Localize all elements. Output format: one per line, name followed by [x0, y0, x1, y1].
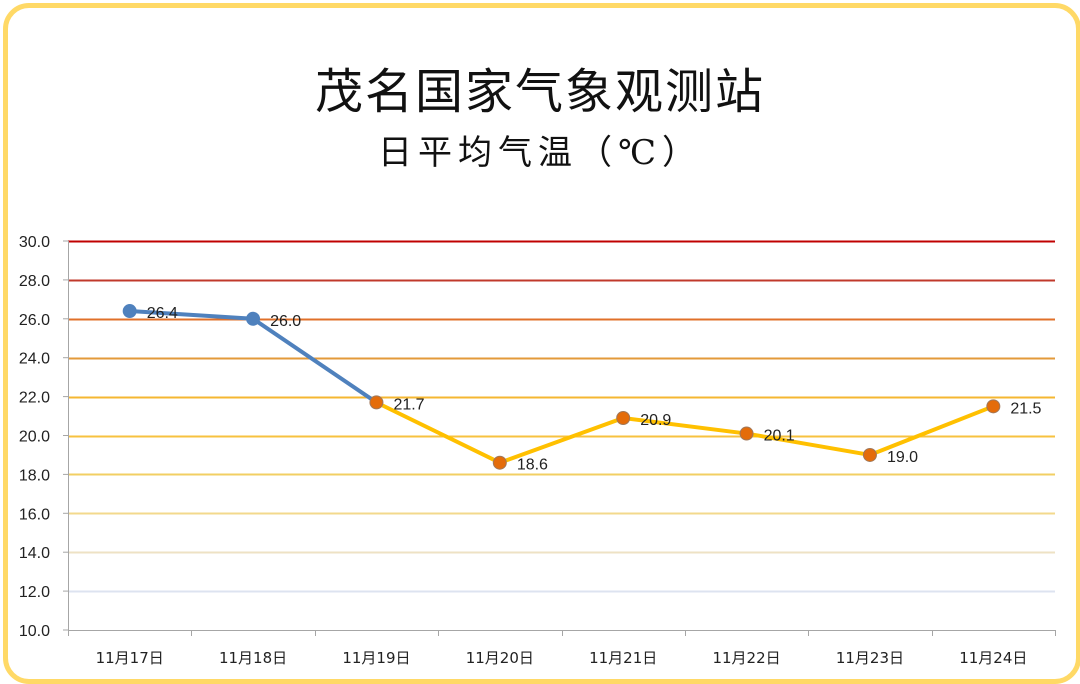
y-tick-label: 28.0	[19, 273, 50, 290]
chart-frame	[3, 3, 1080, 684]
x-tick-label: 11月20日	[466, 649, 534, 667]
data-label: 21.7	[393, 396, 424, 413]
data-label: 20.9	[640, 412, 671, 429]
y-tick-label: 18.0	[19, 467, 50, 484]
x-tick-label: 11月24日	[959, 649, 1027, 667]
data-point-marker	[862, 447, 877, 462]
x-tick-label: 11月19日	[342, 649, 410, 667]
data-label: 26.0	[270, 313, 301, 330]
data-label: 18.6	[517, 457, 548, 474]
y-axis: 10.0 12.0 14.0 16.0 18.0 20.0 22.0 24.0 26.0 28.0…	[19, 234, 69, 640]
data-point-marker	[986, 399, 1001, 414]
chart-subtitle: 日平均气温（℃）	[377, 133, 703, 173]
series	[122, 304, 1001, 470]
y-tick-label: 20.0	[19, 429, 50, 446]
x-tick-label: 11月18日	[219, 649, 287, 667]
data-label: 26.4	[147, 305, 178, 322]
x-tick-label: 11月17日	[96, 649, 164, 667]
y-tick-label: 14.0	[19, 545, 50, 562]
data-label: 20.1	[764, 428, 795, 445]
y-tick-label: 16.0	[19, 506, 50, 523]
data-point-marker	[492, 455, 507, 470]
y-tick-label: 12.0	[19, 584, 50, 601]
data-point-marker	[616, 410, 631, 425]
x-axis: 11月17日 11月18日 11月19日 11月20日 11月21日 11月22日 11月2…	[68, 630, 1056, 667]
data-point-marker	[246, 311, 261, 326]
x-tick-label: 11月21日	[589, 649, 657, 667]
data-label: 19.0	[887, 449, 918, 466]
y-tick-label: 30.0	[19, 234, 50, 251]
x-tick-label: 11月22日	[712, 649, 780, 667]
chart-title: 茂名国家气象观测站	[314, 64, 765, 120]
data-point-marker	[739, 426, 754, 441]
series-line-forecast	[375, 400, 995, 465]
data-label: 21.5	[1010, 400, 1041, 417]
y-tick-label: 24.0	[19, 351, 50, 368]
data-point-marker	[122, 304, 137, 319]
data-point-marker	[369, 395, 384, 410]
data-labels: 26.4 26.0 21.7 18.6 20.9 20.1 19.0 21.5	[147, 305, 1042, 474]
y-tick-label: 26.0	[19, 312, 50, 329]
x-tick-label: 11月23日	[836, 649, 904, 667]
y-tick-label: 10.0	[19, 623, 50, 640]
gridlines	[68, 240, 1055, 593]
y-tick-label: 22.0	[19, 390, 50, 407]
